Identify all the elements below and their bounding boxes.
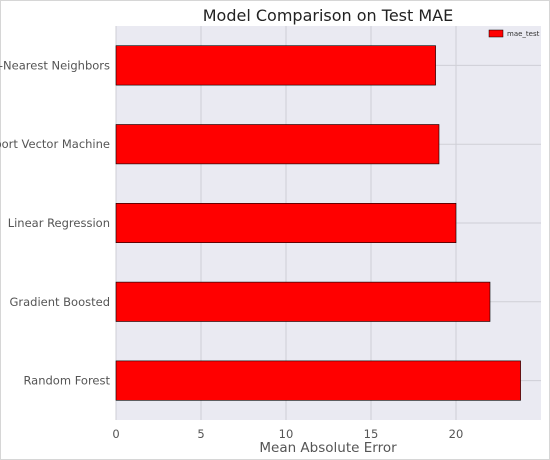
y-tick-label: K-Nearest Neighbors xyxy=(0,58,110,72)
bar xyxy=(115,45,436,86)
bars-group xyxy=(115,45,521,401)
x-tick-labels: 0 5 10 15 20 xyxy=(112,427,463,441)
x-tick-label: 0 xyxy=(112,427,119,441)
legend-label: mae_test xyxy=(507,30,540,38)
x-tick-label: 10 xyxy=(279,427,294,441)
y-tick-labels: K-Nearest Neighbors Support Vector Machin… xyxy=(0,58,110,387)
chart-title: Model Comparison on Test MAE xyxy=(203,6,453,25)
y-tick-label: Linear Regression xyxy=(8,216,110,230)
x-tick-label: 5 xyxy=(197,427,204,441)
bar xyxy=(115,203,457,244)
y-tick-label: Gradient Boosted xyxy=(9,295,110,309)
x-tick-label: 20 xyxy=(449,427,464,441)
bar xyxy=(115,281,491,322)
legend: mae_test xyxy=(488,29,540,38)
x-tick-label: 15 xyxy=(364,427,379,441)
legend-swatch xyxy=(488,29,504,38)
y-tick-label: Random Forest xyxy=(23,374,110,388)
x-axis-label: Mean Absolute Error xyxy=(259,440,397,456)
bar xyxy=(115,360,521,401)
y-tick-label: Support Vector Machine xyxy=(0,137,110,151)
bar xyxy=(115,124,440,165)
